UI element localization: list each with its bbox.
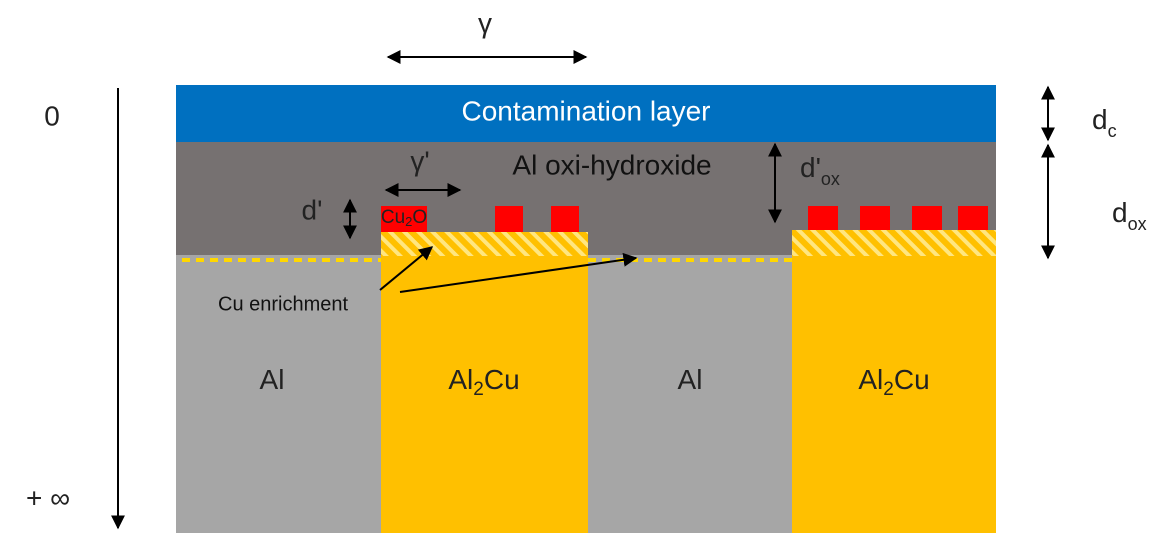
cu2o-label: Cu2O <box>381 207 427 229</box>
label-part: Al <box>858 364 883 395</box>
d-prime-label: d' <box>302 194 323 225</box>
dox-label: dox <box>1112 197 1147 233</box>
label-part: d <box>1112 197 1128 228</box>
label-part: Al <box>448 364 473 395</box>
cu2o-particle <box>381 206 427 232</box>
label-part: Cu <box>484 364 520 395</box>
phase-label: Al <box>678 364 703 395</box>
label-part: 2 <box>473 379 484 400</box>
label-part: ox <box>1128 214 1147 234</box>
contamination-layer <box>176 85 996 142</box>
label-part: 2 <box>883 379 894 400</box>
label-part: 2 <box>405 214 412 229</box>
al-phase <box>176 257 381 533</box>
enrichment-strip <box>588 255 792 262</box>
al2cu-phase <box>792 230 996 533</box>
depth-bottom: + ∞ <box>26 482 70 513</box>
label-part: Cu <box>894 364 930 395</box>
depth-top: 0 <box>44 100 60 131</box>
phase-label: Al2Cu <box>448 364 519 400</box>
cu2o-particle <box>551 206 579 232</box>
phase-label: Al2Cu <box>858 364 929 400</box>
d-prime-ox-label: d'ox <box>800 152 840 188</box>
oxide-label: Al oxi-hydroxide <box>512 149 711 180</box>
enrichment-arrow <box>379 246 434 291</box>
al2cu-phase <box>381 232 588 533</box>
al-phase <box>588 257 792 533</box>
label-part: O <box>412 207 427 228</box>
label-part: d' <box>800 152 821 183</box>
gamma-prime-label: γ' <box>410 145 429 176</box>
enrichment-strip <box>381 232 588 256</box>
enrichment-strip <box>792 230 996 256</box>
phase-label: Al <box>260 364 285 395</box>
cu2o-particle <box>958 206 988 230</box>
cu2o-particle <box>912 206 942 230</box>
cu2o-particle <box>860 206 890 230</box>
label-part: Cu <box>381 207 405 228</box>
enrichment-strip <box>176 255 381 262</box>
label-part: d <box>1092 104 1108 135</box>
gamma-label: γ <box>478 7 492 38</box>
enrichment-label: Cu enrichment <box>218 293 349 315</box>
cu2o-particle <box>808 206 838 230</box>
enrichment-arrow <box>399 252 638 293</box>
label-part: Al <box>260 364 285 395</box>
label-part: c <box>1108 121 1117 141</box>
cu2o-particle <box>495 206 523 232</box>
contamination-label: Contamination layer <box>461 95 710 126</box>
label-part: Al <box>678 364 703 395</box>
dc-label: dc <box>1092 104 1117 140</box>
label-part: ox <box>821 169 840 189</box>
